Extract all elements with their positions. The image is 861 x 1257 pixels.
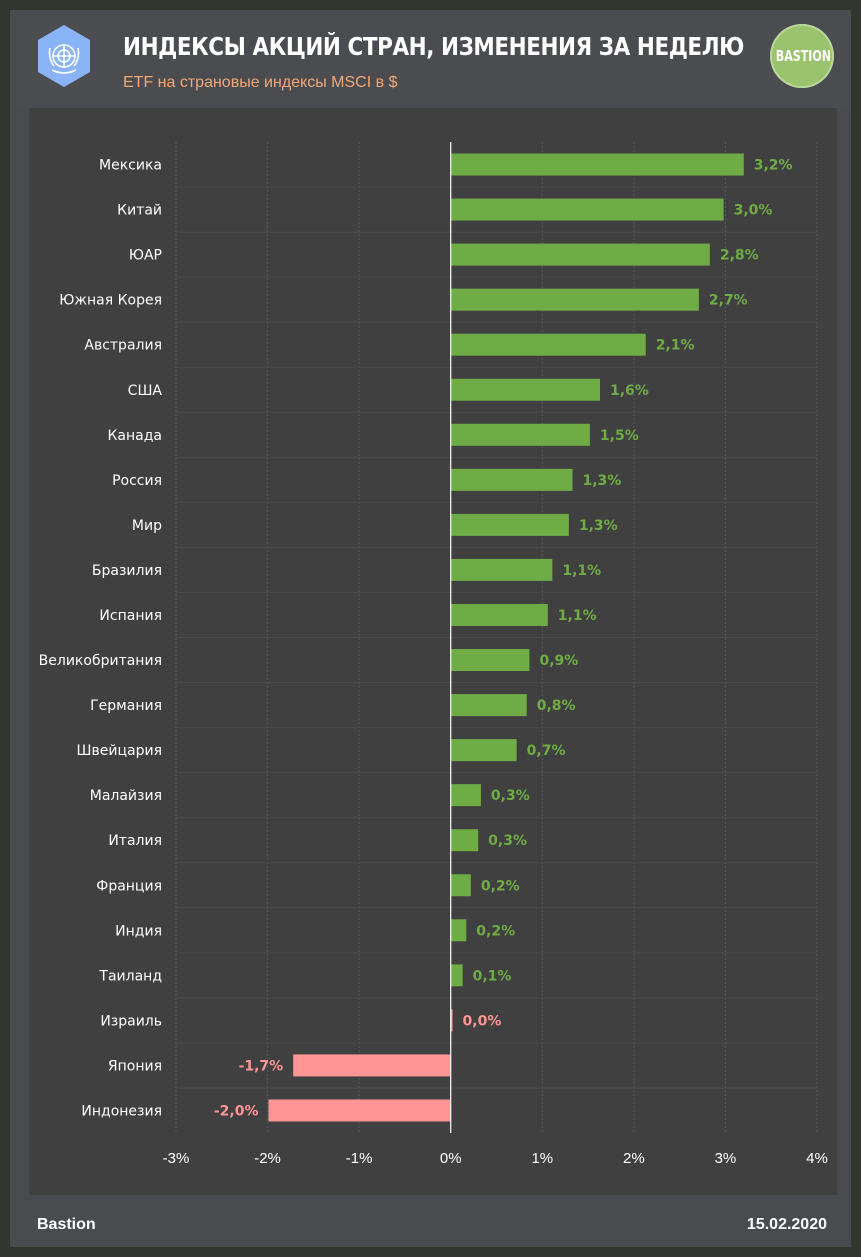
- value-label: 0,2%: [481, 878, 520, 894]
- category-label: Германия: [90, 698, 162, 714]
- category-label: Китай: [117, 203, 162, 219]
- value-label: 0,1%: [473, 968, 512, 984]
- x-tick-label: -1%: [346, 1150, 373, 1167]
- value-label: 2,8%: [720, 248, 759, 264]
- brand-badge-label: BASTION: [775, 47, 832, 65]
- category-label: США: [128, 383, 163, 399]
- un-emblem-icon: [38, 25, 90, 87]
- bar: [450, 333, 646, 356]
- category-label: Франция: [96, 878, 162, 894]
- value-label: 0,3%: [491, 788, 530, 804]
- category-label: Испания: [99, 608, 162, 624]
- category-label: Италия: [108, 833, 162, 849]
- bar: [450, 288, 699, 311]
- category-label: Бразилия: [92, 563, 162, 579]
- bar: [450, 649, 530, 672]
- bar: [450, 558, 553, 581]
- bar: [450, 964, 463, 987]
- plot-panel: -3% -2% -1% 0% 1% 2% 3% 4% Мексика 3,2% Китай 3,0% Ю…: [29, 108, 837, 1195]
- bar: [450, 423, 590, 446]
- category-label: Израиль: [100, 1013, 162, 1029]
- x-tick-label: -2%: [254, 1150, 281, 1167]
- value-label: 2,1%: [656, 338, 695, 354]
- header: ИНДЕКСЫ АКЦИЙ СТРАН, ИЗМЕНЕНИЯ ЗА НЕДЕЛЮ…: [10, 10, 851, 108]
- bar: [450, 243, 710, 266]
- value-label: 0,0%: [463, 1013, 502, 1029]
- value-label: -2,0%: [214, 1103, 259, 1119]
- value-label: 0,7%: [527, 743, 566, 759]
- footer-date: 15.02.2020: [746, 1216, 827, 1233]
- page-title: ИНДЕКСЫ АКЦИЙ СТРАН, ИЗМЕНЕНИЯ ЗА НЕДЕЛЮ: [123, 32, 744, 61]
- infographic-frame: ИНДЕКСЫ АКЦИЙ СТРАН, ИЗМЕНЕНИЯ ЗА НЕДЕЛЮ…: [10, 10, 851, 1247]
- value-label: 3,0%: [734, 203, 773, 219]
- value-label: 0,2%: [476, 923, 515, 939]
- x-tick-label: -3%: [163, 1150, 190, 1167]
- value-label: 1,1%: [558, 608, 597, 624]
- value-label: 1,5%: [600, 428, 639, 444]
- page-subtitle: ETF на страновые индексы MSCI в $: [123, 74, 398, 91]
- value-label: 2,7%: [709, 293, 748, 309]
- value-label: 0,8%: [537, 698, 576, 714]
- x-tick-label: 1%: [531, 1150, 553, 1167]
- category-label: Россия: [112, 473, 162, 489]
- bar: [450, 468, 573, 491]
- value-label: 0,3%: [488, 833, 527, 849]
- bar: [450, 513, 569, 536]
- category-label: ЮАР: [129, 248, 162, 264]
- category-label: Канада: [107, 428, 162, 444]
- category-label: Великобритания: [39, 653, 162, 669]
- category-label: Япония: [108, 1058, 162, 1074]
- category-label: Мексика: [99, 158, 162, 174]
- value-label: 3,2%: [754, 158, 793, 174]
- x-tick-label: 2%: [623, 1150, 645, 1167]
- bar: [450, 378, 600, 401]
- x-tick-label: 0%: [440, 1150, 462, 1167]
- bar: [450, 829, 479, 852]
- category-label: Малайзия: [90, 788, 162, 804]
- category-label: Швейцария: [77, 743, 162, 759]
- x-tick-label: 4%: [806, 1150, 828, 1167]
- value-label: 1,1%: [562, 563, 601, 579]
- value-label: 1,6%: [610, 383, 649, 399]
- bar: [450, 739, 517, 762]
- bar: [268, 1099, 451, 1122]
- bar: [450, 919, 467, 942]
- category-label: Мир: [132, 518, 162, 534]
- category-label: Австралия: [84, 338, 162, 354]
- brand-badge: BASTION: [770, 24, 834, 88]
- bar-chart: -3% -2% -1% 0% 1% 2% 3% 4% Мексика 3,2% Китай 3,0% Ю…: [39, 142, 828, 1167]
- bar: [450, 198, 724, 221]
- x-tick-label: 3%: [715, 1150, 737, 1167]
- value-label: 1,3%: [583, 473, 622, 489]
- bar: [450, 784, 481, 807]
- bar: [293, 1054, 451, 1077]
- category-label: Индонезия: [81, 1103, 162, 1119]
- value-label: 0,9%: [539, 653, 578, 669]
- bar: [450, 1009, 453, 1032]
- category-label: Южная Корея: [59, 293, 162, 309]
- category-label: Таиланд: [98, 968, 162, 984]
- value-label: 1,3%: [579, 518, 618, 534]
- category-label: Индия: [115, 923, 162, 939]
- bar: [450, 694, 527, 717]
- bar: [450, 153, 744, 176]
- footer-source: Bastion: [37, 1216, 96, 1233]
- value-label: -1,7%: [239, 1058, 284, 1074]
- bar: [450, 603, 548, 626]
- bar: [450, 874, 471, 897]
